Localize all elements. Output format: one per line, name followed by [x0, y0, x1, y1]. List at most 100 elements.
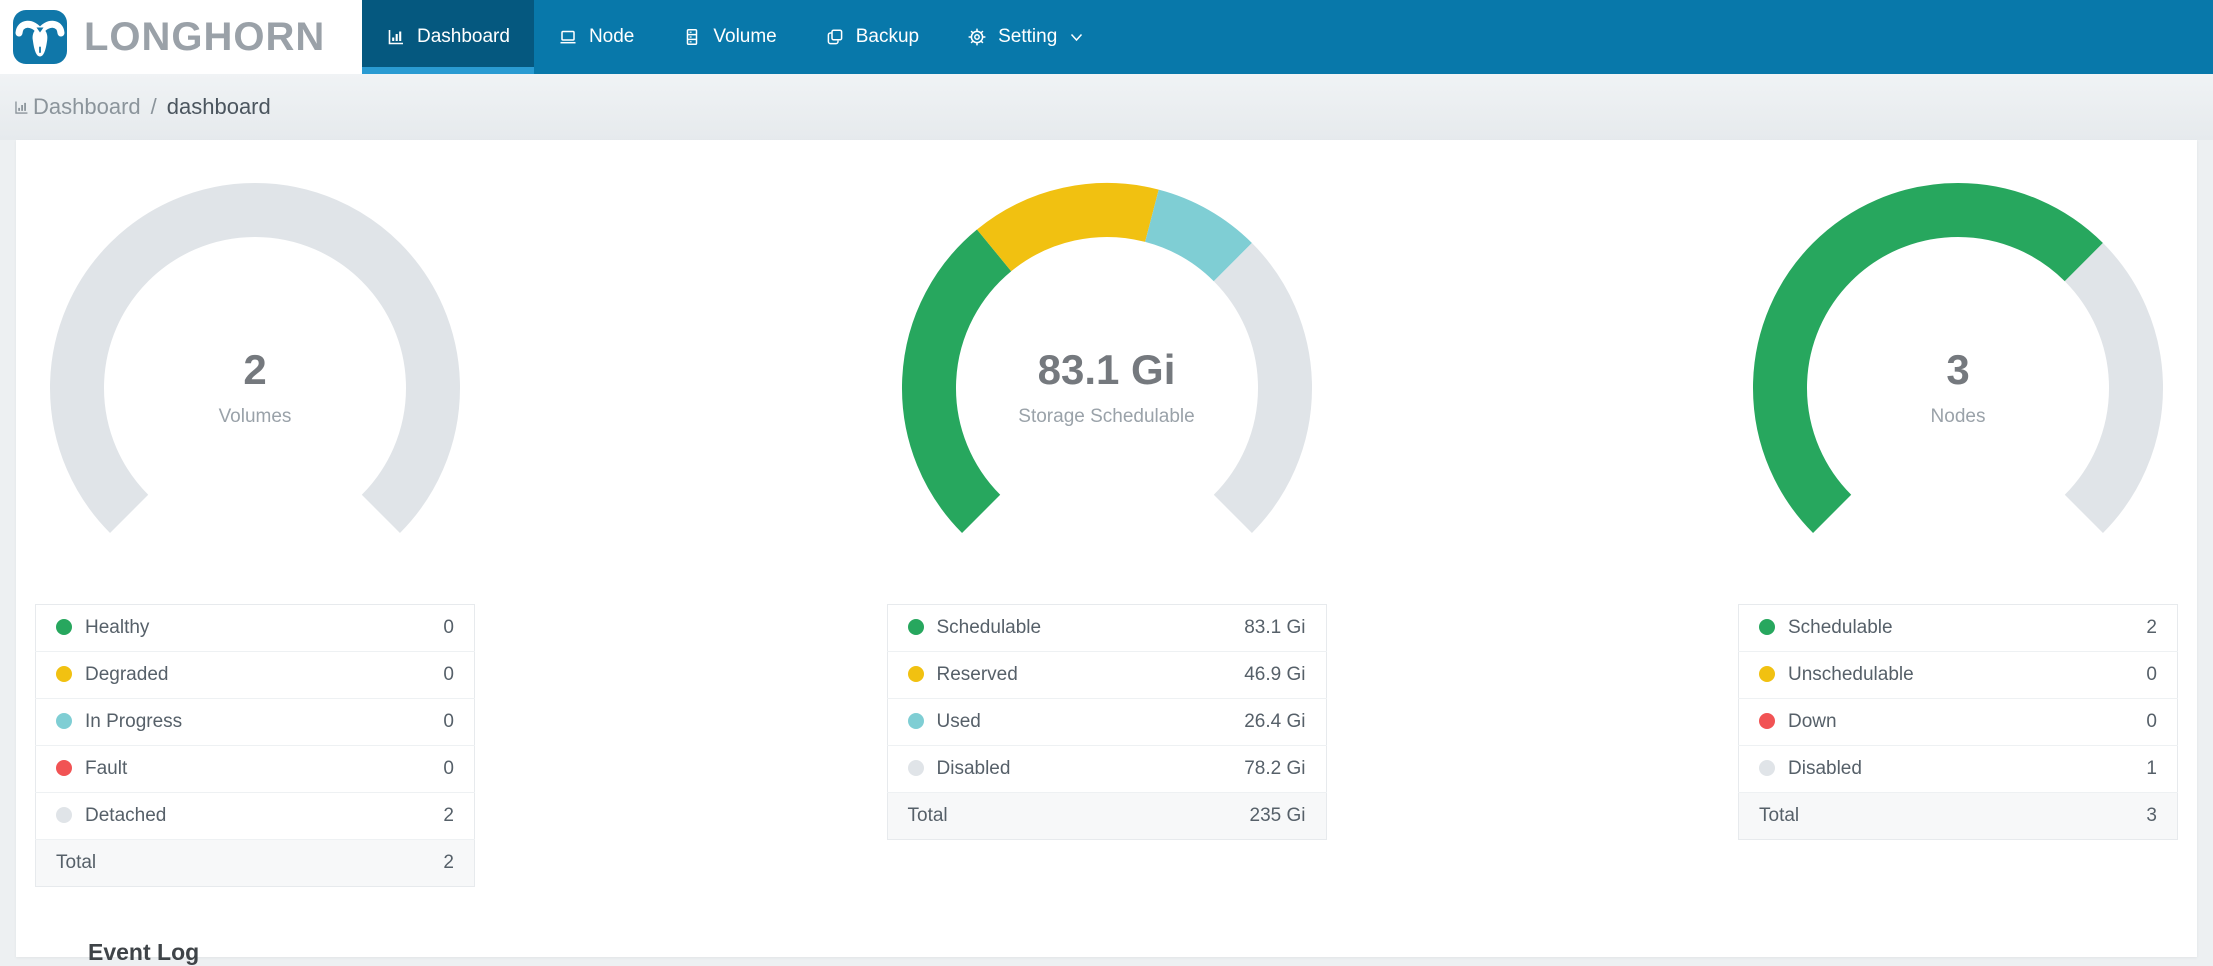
backup-icon	[827, 29, 843, 45]
dashboard-card: 2 Volumes Healthy 0 Degraded 0 In Progre…	[16, 140, 2197, 965]
down-dot	[1759, 713, 1775, 729]
total-row: Total 235 Gi	[887, 792, 1326, 840]
detached-dot	[56, 807, 72, 823]
chevron-down-icon	[1071, 33, 1083, 41]
total-label: Total	[1738, 792, 2112, 840]
storage-legend-table: Schedulable 83.1 Gi Reserved 46.9 Gi Use…	[886, 604, 1327, 840]
nodes-gauge-label: Nodes	[1930, 406, 1986, 427]
nav-item-backup[interactable]: Backup	[801, 0, 943, 74]
table-row: Schedulable 83.1 Gi	[887, 605, 1326, 652]
volumes-gauge: 2 Volumes	[35, 150, 475, 602]
node-icon	[560, 30, 576, 44]
nav-item-label: Backup	[855, 26, 920, 47]
event-log-title: Event Log	[88, 939, 200, 965]
used-dot	[907, 713, 924, 729]
gauge-segment	[1212, 243, 1312, 533]
nodes-gauge-center: 3 Nodes	[1738, 346, 2178, 428]
legend-label: Disabled	[936, 758, 1011, 779]
breadcrumb-separator: /	[150, 94, 157, 119]
breadcrumb-current: dashboard	[166, 94, 271, 119]
nav-item-setting[interactable]: Setting	[943, 0, 1107, 74]
in-progress-dot	[56, 713, 72, 729]
breadcrumb: Dashboard / dashboard	[0, 74, 2213, 140]
degraded-dot	[56, 666, 72, 682]
nodes-column: 3 Nodes Schedulable 2 Unschedulable 0 Do…	[1738, 140, 2178, 887]
table-row: Disabled 1	[1738, 745, 2178, 793]
storage-gauge-center: 83.1 Gi Storage Schedulable	[887, 346, 1327, 428]
brand-name: LONGHORN	[84, 14, 326, 59]
storage-column: 83.1 Gi Storage Schedulable Schedulable …	[886, 140, 1327, 887]
table-row: Reserved 46.9 Gi	[887, 651, 1326, 699]
disabled-dot	[1759, 760, 1775, 776]
table-row: Healthy 0	[36, 605, 475, 652]
nav-item-volume[interactable]: Volume	[658, 0, 800, 74]
gauge-segment	[976, 183, 1159, 272]
nav-item-dashboard[interactable]: Dashboard	[362, 0, 534, 74]
legend-value: 2	[397, 792, 475, 840]
legend-value: 78.2 Gi	[1173, 745, 1326, 793]
legend-label: Schedulable	[1788, 617, 1893, 638]
legend-label: Fault	[85, 758, 128, 779]
storage-gauge-chart	[901, 183, 1312, 533]
total-value: 235 Gi	[1173, 792, 1326, 840]
disabled-dot	[907, 760, 924, 776]
fault-dot	[56, 760, 72, 776]
nav-item-label: Setting	[998, 26, 1058, 47]
storage-gauge-label: Storage Schedulable	[1018, 406, 1195, 427]
logo-area: LONGHORN	[0, 0, 362, 74]
legend-value: 0	[397, 745, 475, 793]
gauge-segment	[1143, 189, 1252, 282]
volumes-gauge-label: Volumes	[218, 406, 292, 427]
volumes-gauge-center: 2 Volumes	[35, 346, 475, 428]
legend-label: Detached	[85, 805, 167, 826]
table-row: Degraded 0	[35, 651, 475, 699]
dashboard-icon	[388, 30, 403, 45]
legend-label: In Progress	[85, 711, 183, 732]
total-label: Total	[887, 792, 1174, 840]
volume-icon	[687, 29, 698, 45]
legend-value: 83.1 Gi	[1244, 617, 1306, 638]
volumes-legend-table: Healthy 0 Degraded 0 In Progress 0 Fault…	[35, 604, 475, 887]
volumes-gauge-chart	[50, 183, 460, 533]
legend-value: 0	[2111, 698, 2178, 746]
legend-label: Schedulable	[936, 617, 1042, 638]
nav-item-node[interactable]: Node	[534, 0, 658, 74]
table-row: Detached 2	[35, 792, 475, 840]
legend-value: 2	[2146, 617, 2157, 638]
legend-value: 1	[2111, 745, 2178, 793]
table-row: Used 26.4 Gi	[887, 698, 1326, 746]
nodes-legend-table: Schedulable 2 Unschedulable 0 Down 0 Dis…	[1738, 604, 2178, 840]
longhorn-logo-icon	[13, 10, 67, 64]
total-value: 2	[397, 839, 475, 887]
nodes-count: 3	[1946, 346, 1970, 393]
legend-label: Degraded	[85, 664, 169, 685]
top-bar: LONGHORN Dashboard Node Volume	[0, 0, 2213, 74]
legend-value: 46.9 Gi	[1173, 651, 1326, 699]
main-nav: Dashboard Node Volume Backup	[362, 0, 2213, 74]
legend-value: 26.4 Gi	[1173, 698, 1326, 746]
total-row: Total 3	[1738, 792, 2178, 840]
healthy-dot	[56, 619, 72, 635]
gauge-segment	[1753, 183, 2103, 533]
table-row: Disabled 78.2 Gi	[887, 745, 1326, 793]
legend-value: 0	[397, 698, 475, 746]
legend-label: Disabled	[1788, 758, 1862, 779]
setting-icon	[968, 28, 986, 46]
schedulable-dot	[1759, 619, 1775, 635]
storage-gauge: 83.1 Gi Storage Schedulable	[887, 150, 1327, 602]
dashboard-breadcrumb-icon	[15, 101, 28, 114]
unschedulable-dot	[1759, 666, 1775, 682]
nodes-gauge: 3 Nodes	[1738, 150, 2178, 602]
gauge-segment	[2064, 243, 2163, 533]
legend-value: 0	[2111, 651, 2178, 699]
table-row: Schedulable 2	[1739, 605, 2178, 652]
volumes-column: 2 Volumes Healthy 0 Degraded 0 In Progre…	[35, 140, 475, 887]
table-row: In Progress 0	[35, 698, 475, 746]
nav-item-label: Dashboard	[417, 26, 510, 47]
gauge-columns: 2 Volumes Healthy 0 Degraded 0 In Progre…	[16, 140, 2197, 887]
legend-label: Reserved	[936, 664, 1018, 685]
legend-label: Unschedulable	[1788, 664, 1914, 685]
breadcrumb-section[interactable]: Dashboard	[13, 94, 141, 120]
legend-value: 0	[397, 651, 475, 699]
reserved-dot	[907, 666, 924, 682]
